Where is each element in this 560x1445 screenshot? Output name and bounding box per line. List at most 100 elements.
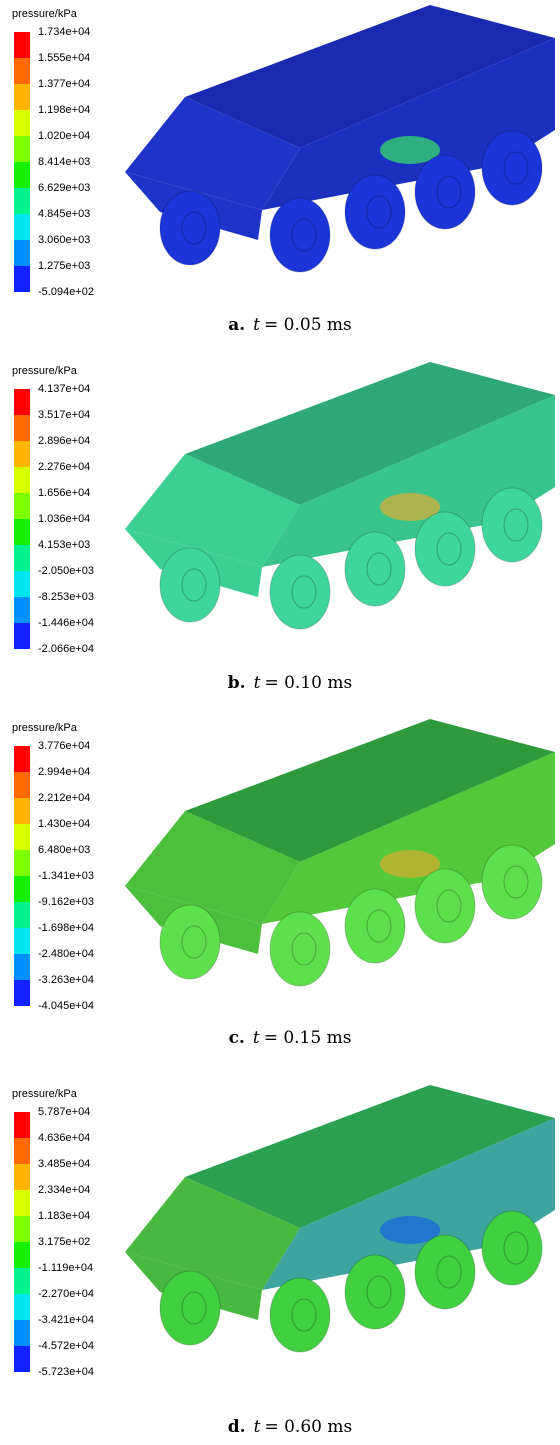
wheel [481,844,543,920]
legend-swatch [14,519,30,545]
caption-label: b. [228,673,246,693]
vehicle-roof [185,362,555,505]
legend-label: 2.896e+04 [38,435,90,447]
caption-variable: t [254,1417,261,1437]
panel: pressure/kPa 4.137e+04 3.517e+04 2.896e+04 2… [12,362,555,655]
wheel-hub [436,532,462,566]
wheel [344,174,406,250]
legend-swatch [14,188,30,214]
caption-value: = 0.15 ms [264,1028,352,1048]
legend-label: -2.066e+04 [38,643,94,655]
legend-swatch [14,1346,30,1372]
legend-label: 1.183e+04 [38,1210,90,1222]
legend-swatch [14,84,30,110]
caption: c. t = 0.15 ms [229,1028,352,1048]
legend-label: 1.555e+04 [38,52,90,64]
wheel [269,911,331,987]
legend-label: 3.175e+02 [38,1236,90,1248]
legend-swatch [14,597,30,623]
vehicle-render [125,1085,555,1353]
legend-swatch [14,746,30,772]
wheel-hub [503,1231,529,1265]
legend-title: pressure/kPa [12,8,78,20]
legend-label: 1.036e+04 [38,513,90,525]
legend-label: 6.480e+03 [38,844,90,856]
wheel [344,1254,406,1330]
vehicle-roof [185,1085,555,1228]
legend-swatch [14,954,30,980]
legend-label: 2.276e+04 [38,461,90,473]
caption-label: c. [229,1028,245,1048]
legend-swatch [14,980,30,1006]
legend-swatch [14,136,30,162]
vehicle-side [262,752,555,924]
legend-label: -5.723e+04 [38,1366,94,1378]
wheel-hub [503,151,529,185]
legend-swatch [14,876,30,902]
legend-swatch [14,824,30,850]
legend-swatch [14,1190,30,1216]
legend-swatch [14,798,30,824]
legend-label: 1.198e+04 [38,104,90,116]
vehicle-front [125,454,300,567]
wheel-hub [436,175,462,209]
wheel [344,531,406,607]
wheel [159,904,221,980]
wheel-hub [181,568,207,602]
legend-label: -1.698e+04 [38,922,94,934]
legend-label: 1.430e+04 [38,818,90,830]
legend-label: 3.776e+04 [38,740,90,752]
legend-label: -4.045e+04 [38,1000,94,1012]
pressure-spot [380,1216,440,1244]
vehicle-front [125,1177,300,1290]
legend-swatch [14,240,30,266]
legend-swatch [14,415,30,441]
legend-label: 2.212e+04 [38,792,90,804]
panel: pressure/kPa 1.734e+04 1.555e+04 1.377e+04 1… [12,5,555,298]
legend-label: -2.050e+03 [38,565,94,577]
caption-variable: t [254,673,261,693]
panel: pressure/kPa 3.776e+04 2.994e+04 2.212e+04 1… [12,719,555,1012]
wheel [269,1277,331,1353]
wheel [344,888,406,964]
panel: pressure/kPa 5.787e+04 4.636e+04 3.485e+04 2… [12,1085,555,1378]
caption-value: = 0.10 ms [264,673,352,693]
wheel [481,487,543,563]
legend-swatch [14,1138,30,1164]
caption-variable: t [253,1028,260,1048]
legend-swatch [14,772,30,798]
legend-swatch [14,1112,30,1138]
caption-variable: t [253,315,260,335]
vehicle-render [125,362,555,630]
legend-label: 4.137e+04 [38,383,90,395]
legend-label: -4.572e+04 [38,1340,94,1352]
caption: a. t = 0.05 ms [228,315,352,335]
vehicle-side [262,395,555,567]
wheel-hub [436,1255,462,1289]
legend-swatch [14,1320,30,1346]
legend-label: -2.480e+04 [38,948,94,960]
wheel-hub [436,889,462,923]
legend-label: 2.334e+04 [38,1184,90,1196]
legend-label: 6.629e+03 [38,182,90,194]
vehicle-front [125,811,300,924]
legend-swatch [14,467,30,493]
wheel [414,1234,476,1310]
legend-label: -5.094e+02 [38,286,94,298]
wheel [159,1270,221,1346]
wheel-hub [366,195,392,229]
wheel-hub [181,211,207,245]
legend-label: -3.263e+04 [38,974,94,986]
vehicle-side [262,38,555,210]
legend-swatch [14,1268,30,1294]
legend-swatch [14,389,30,415]
legend-label: -9.162e+03 [38,896,94,908]
wheel-hub [291,1298,317,1332]
wheel-hub [366,552,392,586]
wheel [414,154,476,230]
legend-title: pressure/kPa [12,722,78,734]
legend-swatch [14,571,30,597]
legend-swatch [14,32,30,58]
legend-swatch [14,266,30,292]
